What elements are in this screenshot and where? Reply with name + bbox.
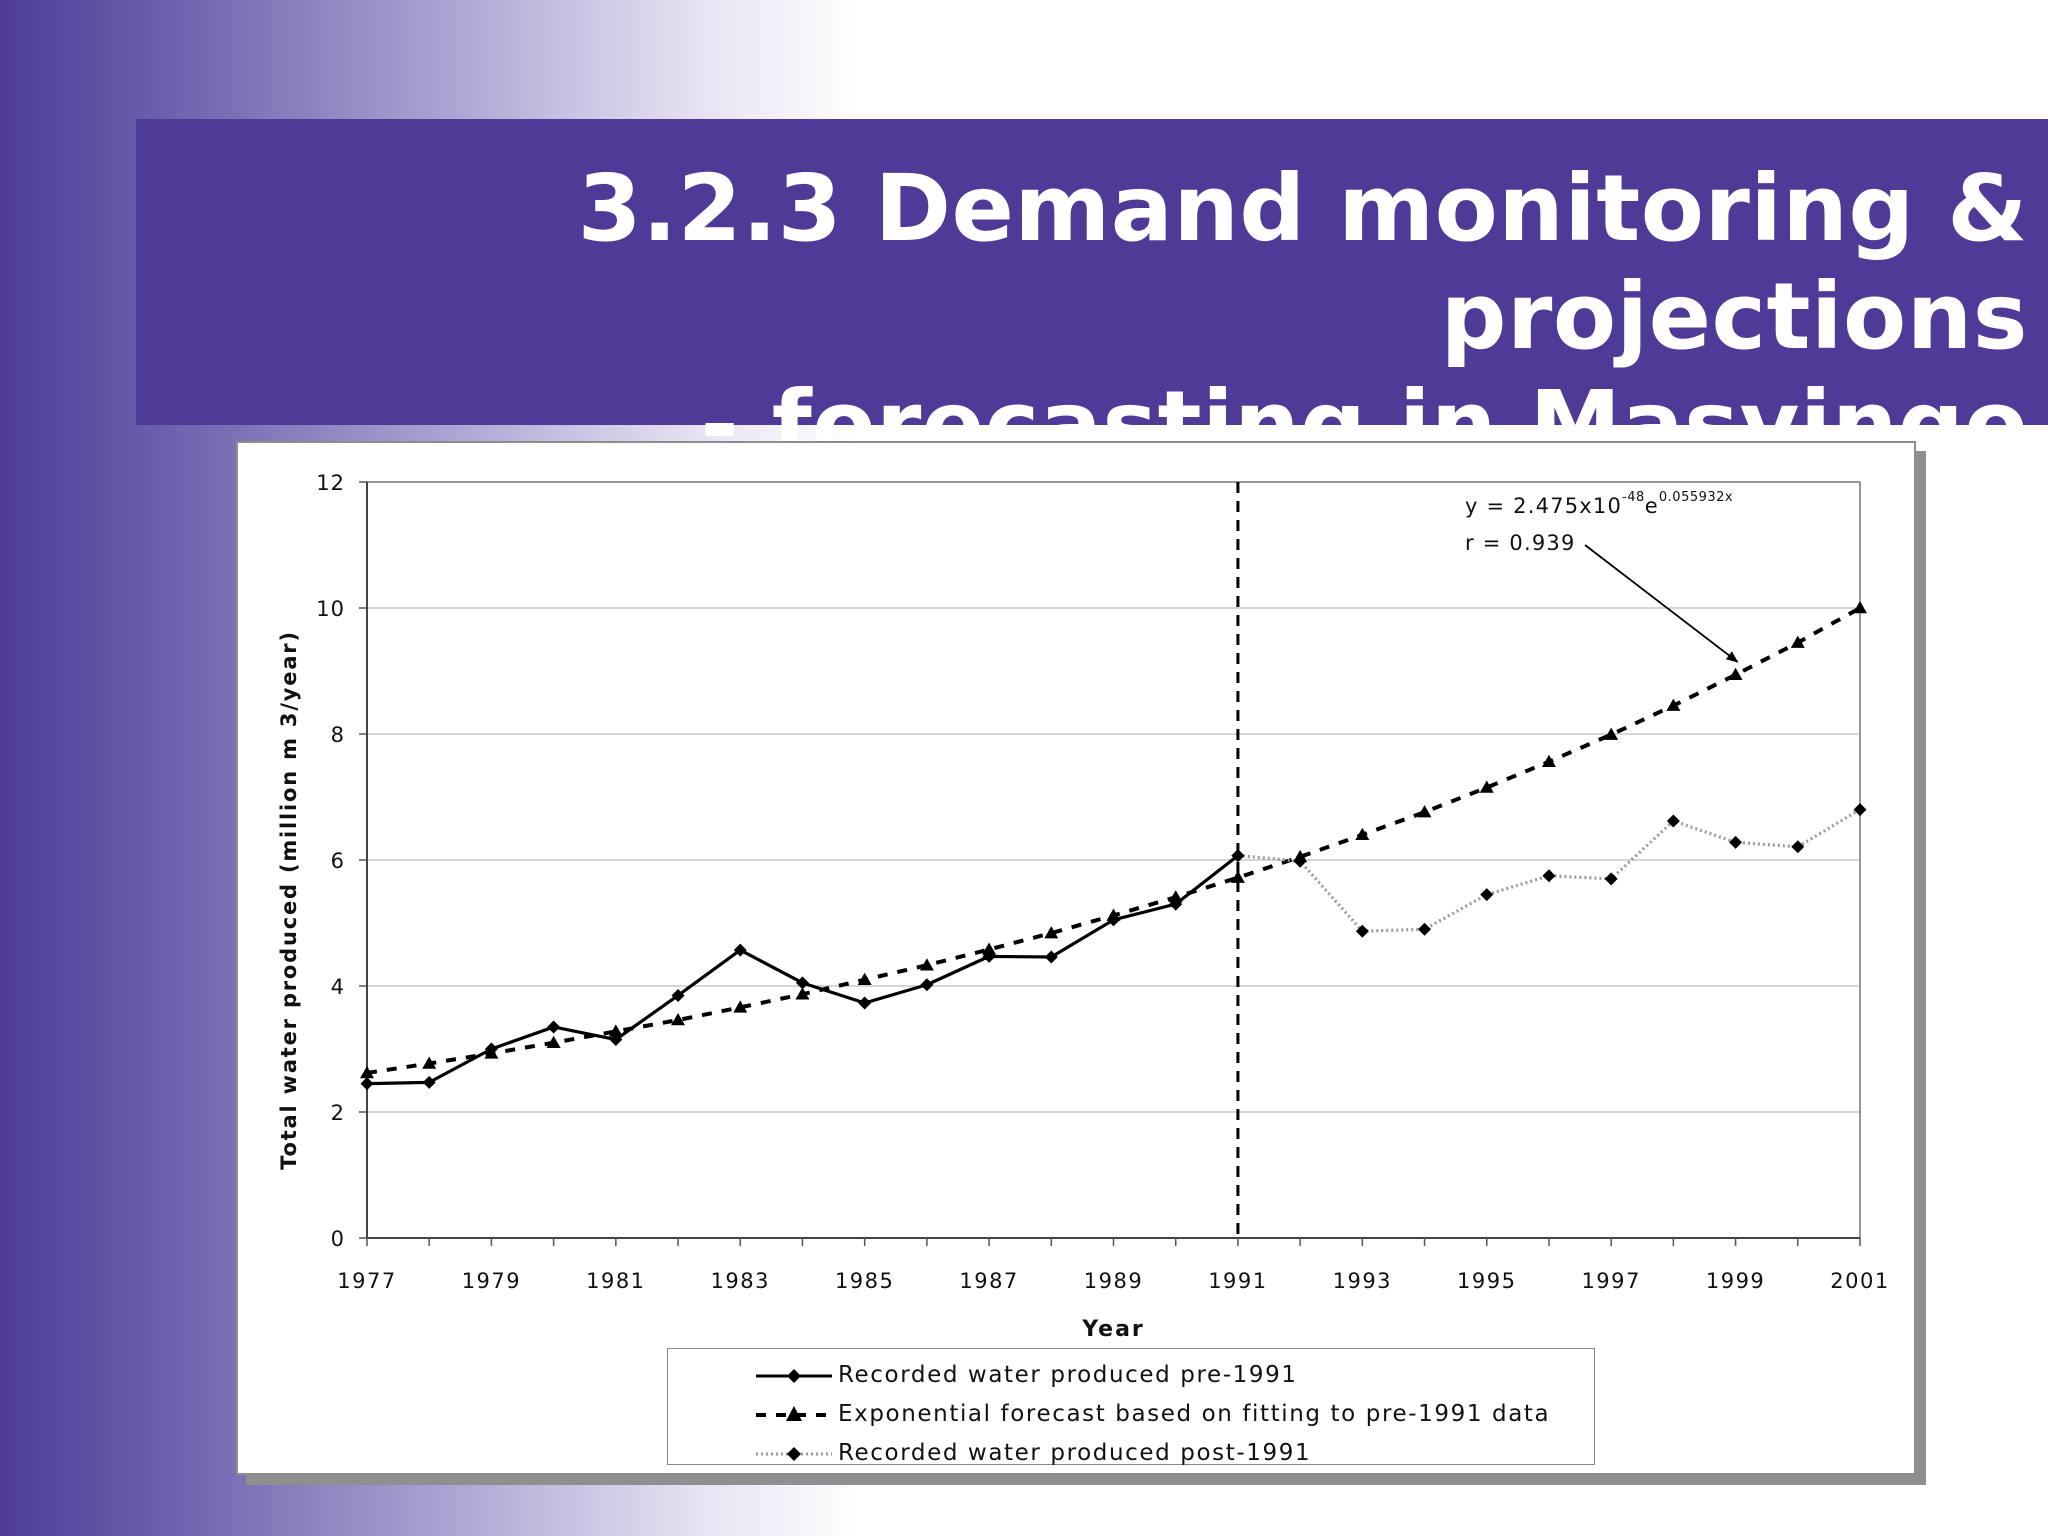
data-point-forecast — [795, 987, 810, 1000]
data-point-forecast — [1044, 926, 1059, 939]
y-tick-label: 12 — [316, 471, 345, 495]
legend-label: Recorded water produced post-1991 — [838, 1440, 1312, 1466]
x-tick-label: 1981 — [586, 1269, 645, 1293]
data-point-post-1991 — [1666, 814, 1680, 828]
equation-prefix: y = 2.475x10 — [1465, 494, 1623, 518]
y-axis-title: Total water produced (million m 3/year) — [277, 630, 301, 1170]
data-point-forecast — [857, 972, 872, 985]
x-tick-label: 1989 — [1084, 1269, 1143, 1293]
data-point-forecast — [919, 958, 934, 971]
data-point-forecast — [484, 1046, 499, 1059]
data-point-forecast — [1604, 727, 1619, 740]
data-point-post-1991 — [1355, 924, 1369, 938]
r-annotation: r = 0.939 — [1465, 531, 1576, 555]
data-point-pre-1991 — [422, 1075, 436, 1089]
data-point-forecast — [671, 1013, 686, 1026]
data-point-pre-1991 — [671, 988, 685, 1002]
x-tick-label: 1991 — [1208, 1269, 1267, 1293]
x-tick-label: 1985 — [835, 1269, 894, 1293]
x-tick-label: 1993 — [1333, 1269, 1392, 1293]
data-point-forecast — [1541, 754, 1556, 767]
data-point-post-1991 — [1418, 922, 1432, 936]
x-axis-title: Year — [1081, 1317, 1145, 1342]
data-point-post-1991 — [1293, 854, 1307, 868]
x-tick-label: 1987 — [959, 1269, 1018, 1293]
equation-exponent-1: -48 — [1622, 490, 1645, 505]
data-point-pre-1991 — [858, 996, 872, 1010]
data-point-post-1991 — [1542, 869, 1556, 883]
data-point-forecast — [1666, 698, 1681, 711]
data-point-forecast — [1790, 635, 1805, 648]
x-tick-label: 1983 — [711, 1269, 770, 1293]
legend-label: Exponential forecast based on fitting to… — [838, 1401, 1551, 1427]
data-point-pre-1991 — [360, 1077, 374, 1091]
slide-title-line1: 3.2.3 Demand monitoring & projections — [577, 155, 2028, 370]
data-point-forecast — [360, 1065, 374, 1079]
series-line-2 — [366, 606, 1861, 1075]
data-point-forecast — [1106, 908, 1121, 921]
data-point-pre-1991 — [733, 943, 747, 957]
data-point-forecast — [1417, 805, 1432, 818]
y-tick-label: 0 — [331, 1227, 345, 1251]
data-point-pre-1991 — [920, 978, 934, 992]
legend-item-exponential-forecast: Exponential forecast based on fitting to… — [668, 1396, 1594, 1434]
legend-label: Recorded water produced pre-1991 — [838, 1362, 1298, 1388]
data-point-forecast — [1168, 890, 1183, 903]
legend-item-recorded-pre-1991: Recorded water produced pre-1991 — [668, 1357, 1594, 1395]
x-tick-label: 1997 — [1581, 1269, 1640, 1293]
legend-swatch-dotted-diamond — [756, 1447, 832, 1461]
data-point-post-1991 — [1480, 888, 1494, 902]
data-point-post-1991 — [1604, 872, 1618, 886]
data-point-pre-1991 — [547, 1020, 561, 1034]
series-line-1 — [366, 854, 1239, 1086]
data-point-post-1991 — [1231, 849, 1245, 863]
chart-frame — [236, 441, 1916, 1475]
legend-swatch-dashed-triangle — [756, 1406, 832, 1421]
data-point-forecast — [546, 1035, 561, 1048]
y-tick-label: 8 — [331, 723, 345, 747]
x-tick-label: 2001 — [1830, 1269, 1889, 1293]
data-point-post-1991 — [1729, 835, 1743, 849]
chart-legend: Recorded water produced pre-1991 Exponen… — [667, 1348, 1595, 1466]
data-point-post-1991 — [1853, 803, 1867, 817]
data-point-forecast — [1479, 780, 1494, 793]
annotation-arrow — [1584, 544, 1739, 663]
x-tick-label: 1995 — [1457, 1269, 1516, 1293]
x-tick-label: 1979 — [462, 1269, 521, 1293]
data-point-pre-1991 — [795, 976, 809, 990]
equation-exponent-2: 0.055932x — [1658, 490, 1734, 505]
data-point-forecast — [982, 942, 997, 955]
data-point-forecast — [1230, 870, 1245, 883]
data-point-forecast — [608, 1024, 623, 1037]
equation-base: e — [1644, 494, 1659, 518]
data-point-forecast — [733, 1000, 748, 1013]
y-tick-label: 2 — [331, 1101, 345, 1125]
legend-item-recorded-post-1991: Recorded water produced post-1991 — [668, 1435, 1594, 1473]
data-point-forecast — [422, 1056, 437, 1069]
data-point-forecast — [1853, 601, 1867, 614]
legend-swatch-solid-diamond — [756, 1369, 832, 1383]
equation-annotation: y = 2.475x10-48e0.055932x — [1465, 490, 1733, 518]
y-tick-label: 6 — [331, 849, 345, 873]
y-tick-label: 4 — [331, 975, 345, 999]
data-point-forecast — [1728, 667, 1743, 681]
data-point-post-1991 — [1791, 840, 1805, 854]
data-point-forecast — [1355, 827, 1370, 841]
x-tick-label: 1999 — [1706, 1269, 1765, 1293]
x-tick-label: 1977 — [337, 1269, 396, 1293]
y-tick-label: 10 — [316, 597, 345, 621]
title-band — [136, 119, 2048, 425]
data-point-pre-1991 — [1044, 950, 1058, 964]
